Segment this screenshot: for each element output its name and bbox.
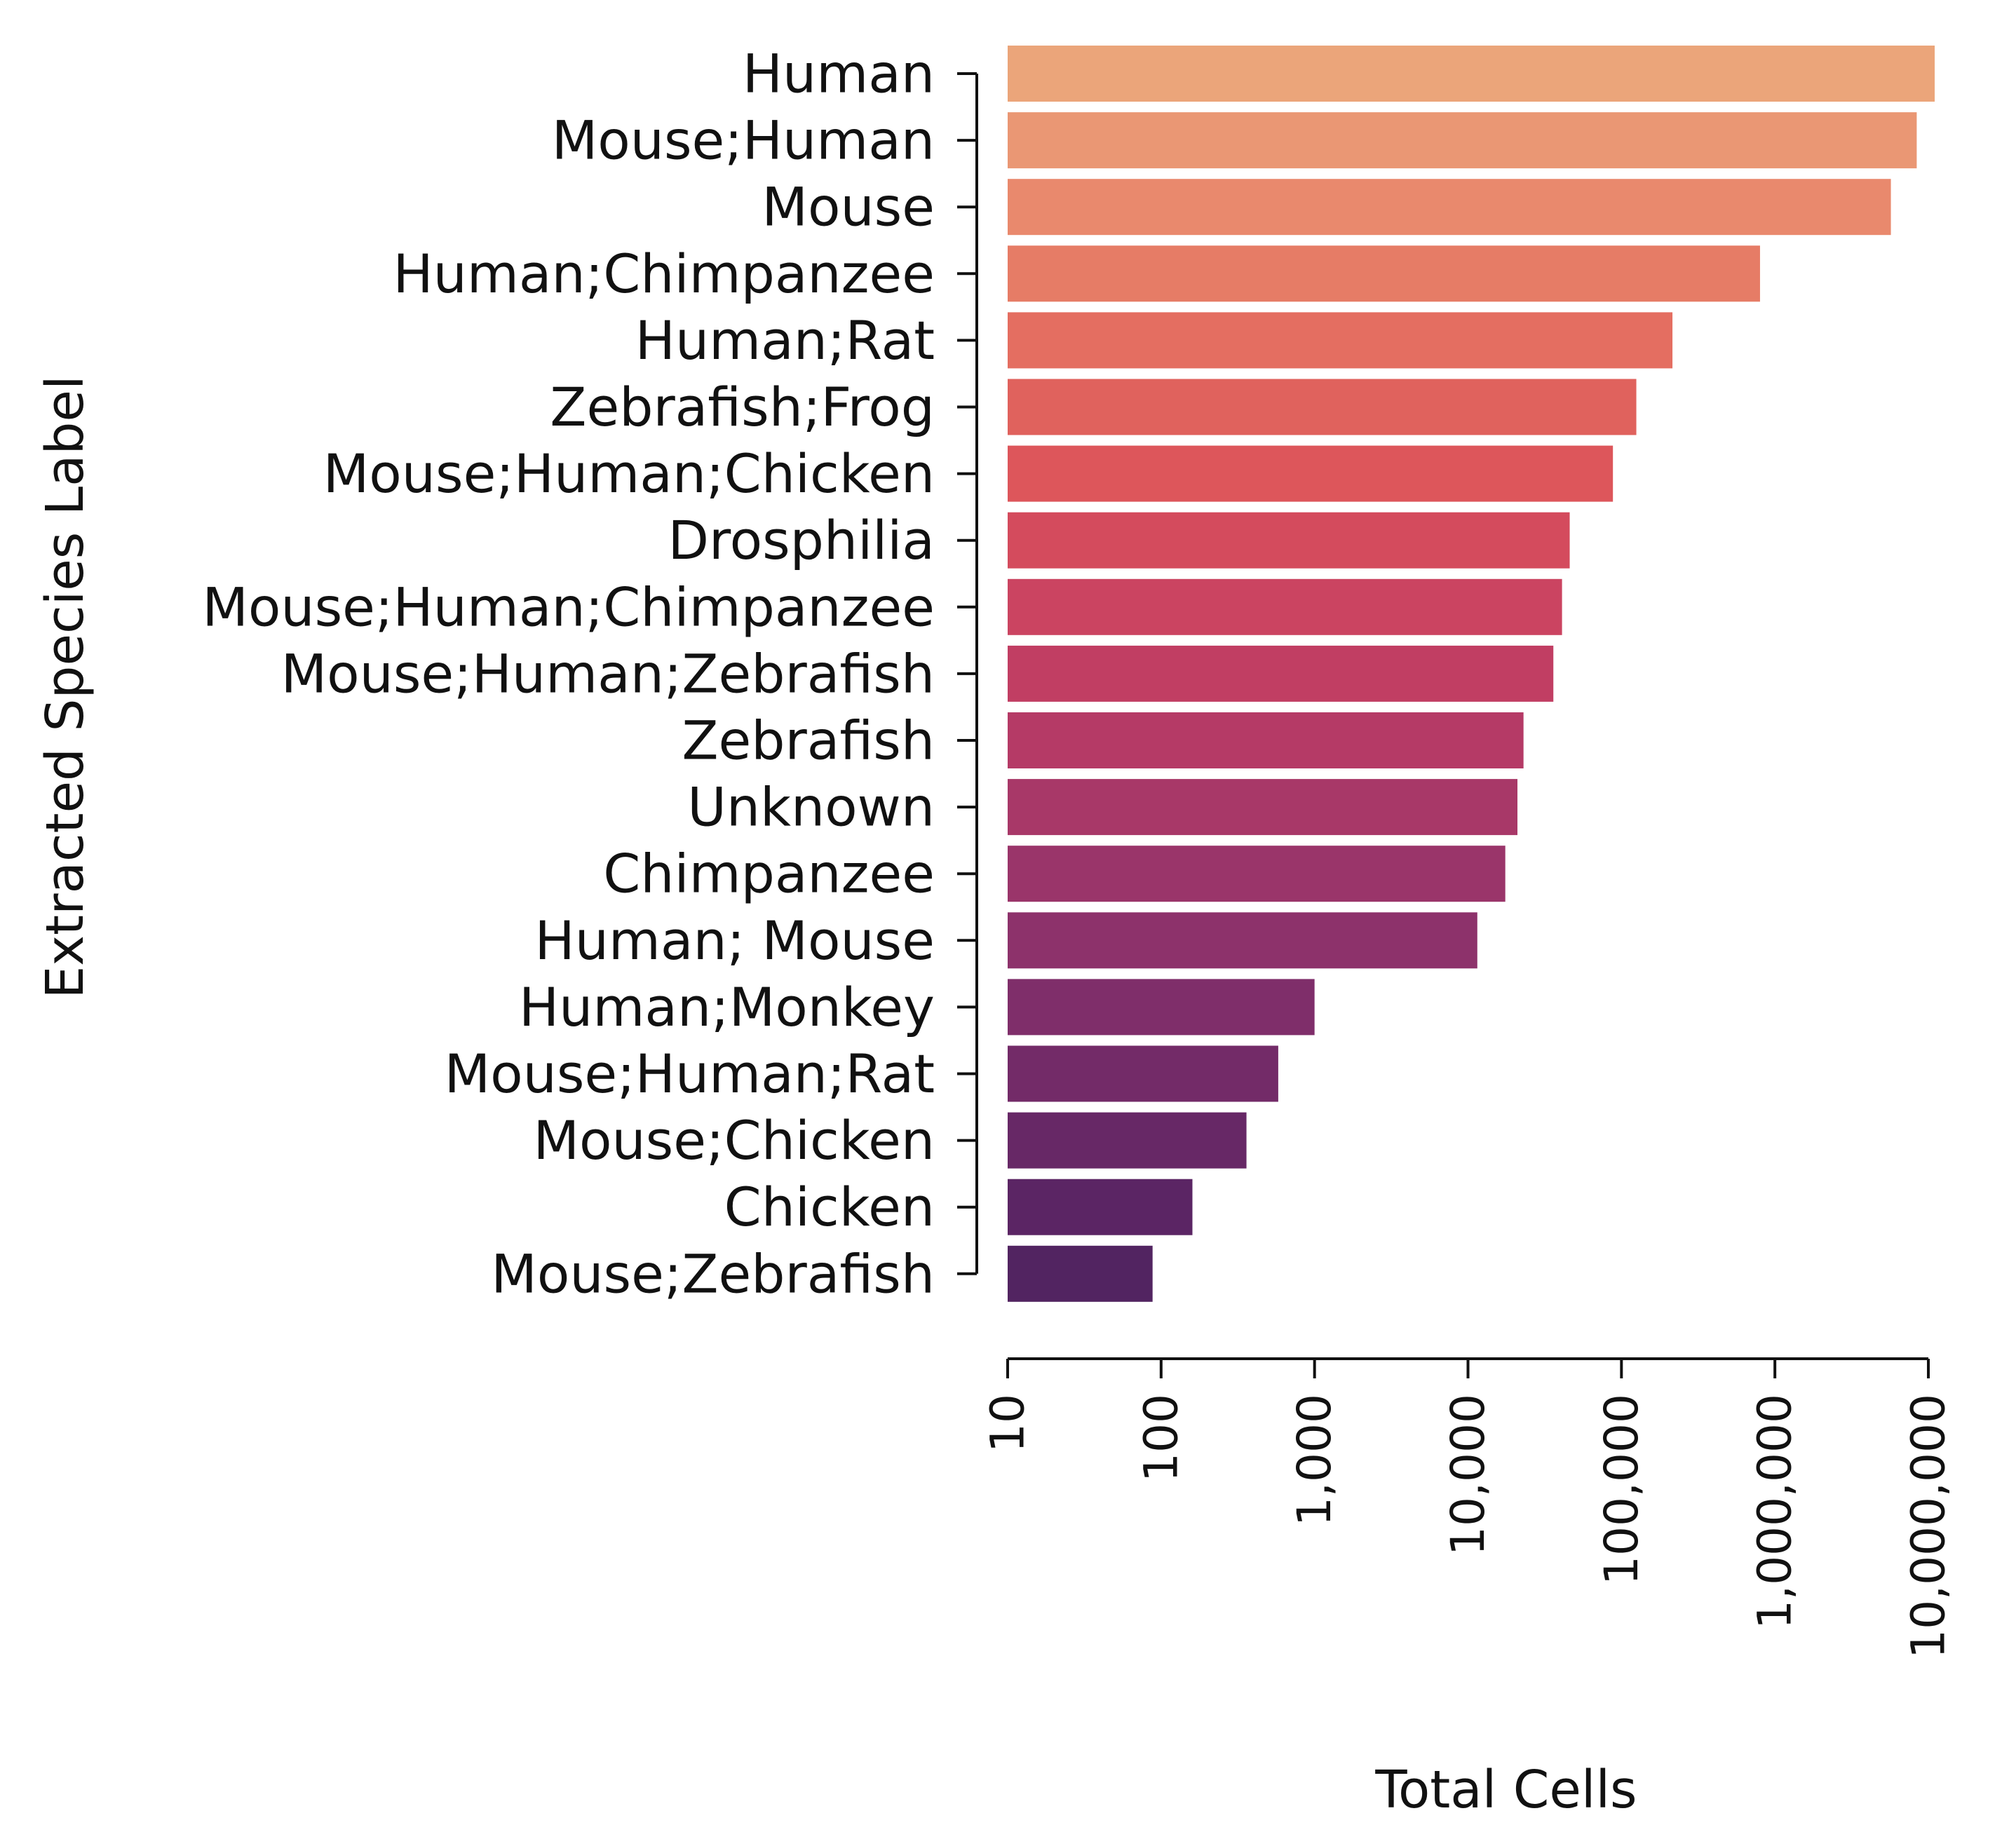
bar-mouse-human-zebrafish xyxy=(1008,645,1554,702)
y-tick-label: Mouse;Human;Zebrafish xyxy=(281,642,935,705)
y-tick-label: Zebrafish;Frog xyxy=(550,376,935,438)
x-tick-label: 10 xyxy=(981,1394,1035,1453)
bar-human-chimpanzee xyxy=(1008,245,1760,302)
x-tick-label: 1,000,000 xyxy=(1748,1394,1802,1629)
bar-zebrafish-frog xyxy=(1008,379,1637,435)
y-axis-title: Extracted Species Label xyxy=(35,375,95,998)
y-tick-label: Mouse xyxy=(762,176,935,238)
bar-mouse-human xyxy=(1008,112,1917,169)
bar-drosphilia xyxy=(1008,512,1570,569)
x-axis: 10 100 1,000 10,000 100,000 1,000,000 10,000,0… xyxy=(981,1357,1956,1659)
bar-mouse-human-chimpanzee xyxy=(1008,578,1562,635)
y-tick-label: Chimpanzee xyxy=(603,843,935,905)
bars xyxy=(1008,46,1935,1302)
y-tick-label: Human;Chimpanzee xyxy=(393,243,935,305)
y-tick-label: Mouse;Chicken xyxy=(533,1109,935,1172)
bar-chicken xyxy=(1008,1179,1193,1235)
y-axis: HumanMouse;HumanMouseHuman;ChimpanzeeHum… xyxy=(202,43,978,1305)
y-tick-label: Chicken xyxy=(724,1176,935,1238)
y-tick-label: Human; Mouse xyxy=(535,909,935,972)
y-tick-label: Unknown xyxy=(687,776,935,839)
y-tick-label: Mouse;Zebrafish xyxy=(491,1242,935,1305)
bar-unknown xyxy=(1008,779,1518,836)
y-tick-label: Mouse;Human;Chimpanzee xyxy=(202,576,935,638)
bar-chimpanzee xyxy=(1008,846,1506,902)
x-tick-label: 10,000 xyxy=(1441,1394,1495,1556)
y-tick-label: Mouse;Human;Rat xyxy=(445,1043,935,1105)
bar-mouse-human-chicken xyxy=(1008,445,1614,502)
bar-mouse xyxy=(1008,179,1891,236)
y-tick-label: Human;Rat xyxy=(635,309,935,372)
bar-human-monkey xyxy=(1008,979,1315,1036)
bar-human xyxy=(1008,46,1935,102)
x-axis-title: Total Cells xyxy=(1374,1760,1637,1820)
bar-human-mouse xyxy=(1008,912,1477,969)
x-tick-label: 100 xyxy=(1134,1394,1188,1482)
bar-zebrafish xyxy=(1008,712,1524,768)
bar-human-rat xyxy=(1008,312,1673,369)
x-tick-label: 10,000,000 xyxy=(1902,1394,1956,1659)
y-tick-label: Zebrafish xyxy=(682,710,935,772)
y-tick-label: Human;Monkey xyxy=(519,976,935,1038)
bar-mouse-chicken xyxy=(1008,1112,1247,1169)
y-tick-label: Mouse;Human xyxy=(552,109,935,172)
bar-mouse-zebrafish xyxy=(1008,1245,1153,1302)
bar-mouse-human-rat xyxy=(1008,1045,1278,1102)
x-tick-label: 100,000 xyxy=(1595,1394,1649,1585)
y-tick-label: Mouse;Human;Chicken xyxy=(323,442,935,505)
y-tick-label: Drosphilia xyxy=(668,509,935,571)
y-tick-label: Human xyxy=(743,43,935,105)
x-tick-label: 1,000 xyxy=(1287,1394,1341,1526)
